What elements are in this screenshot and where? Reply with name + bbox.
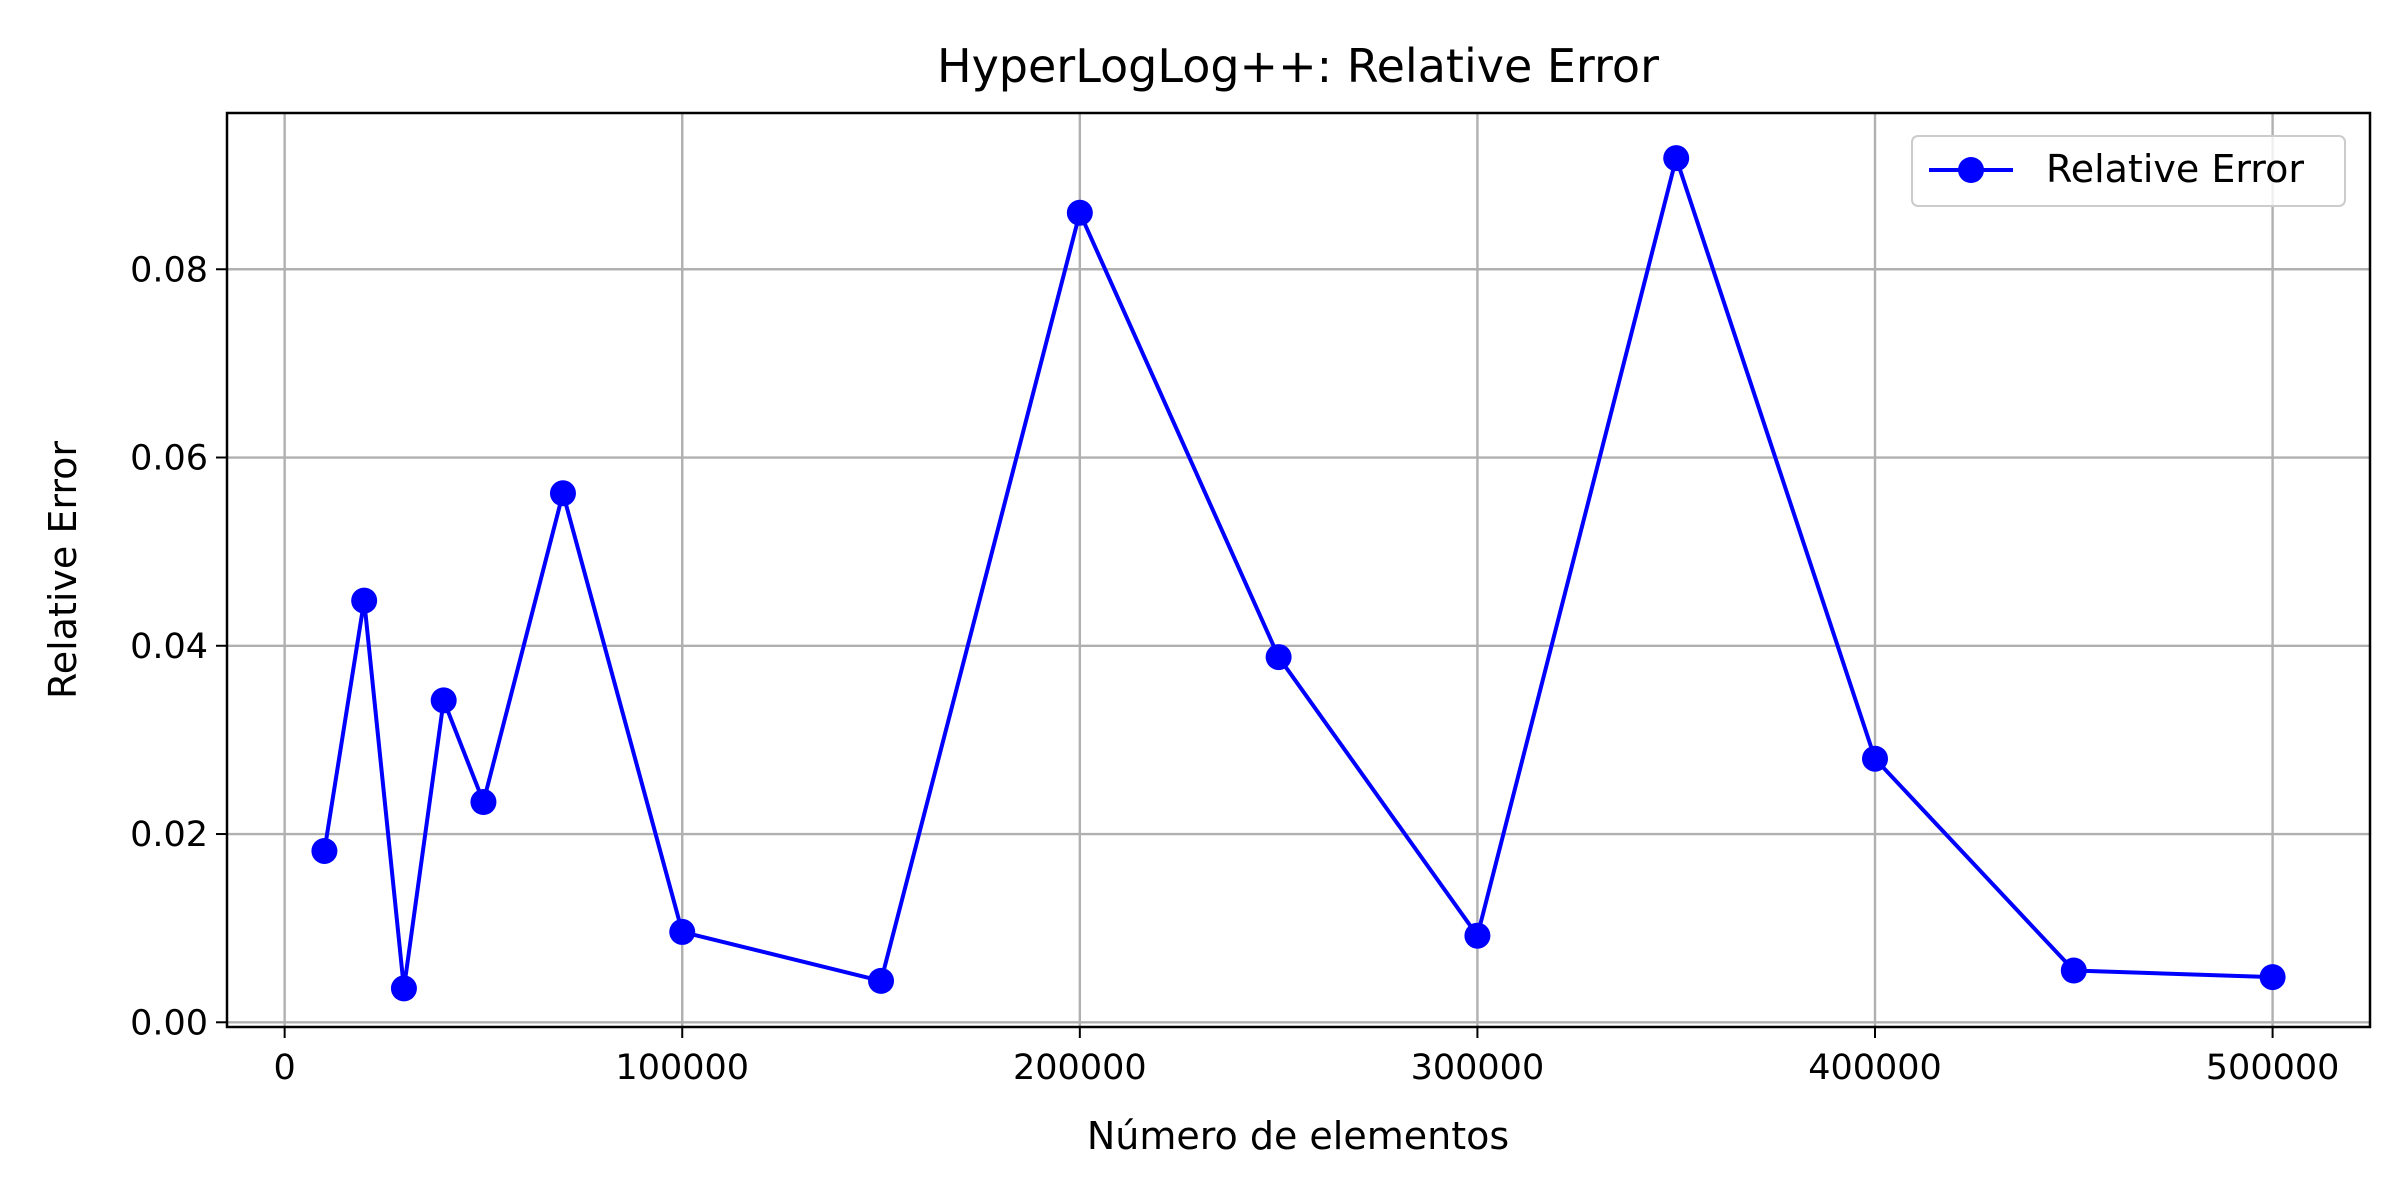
y-tick-label: 0.04 — [130, 627, 208, 667]
data-point — [868, 967, 895, 994]
legend-label: Relative Error — [2046, 147, 2304, 191]
x-tick-label: 300000 — [1411, 1048, 1545, 1088]
x-tick-label: 500000 — [2206, 1048, 2340, 1088]
data-point — [2060, 957, 2087, 984]
legend-box — [1911, 135, 2346, 207]
data-point — [390, 975, 417, 1002]
data-point — [1265, 644, 1292, 671]
data-point — [1663, 145, 1690, 172]
series-layer — [311, 145, 2286, 1002]
x-tick-label: 400000 — [1808, 1048, 1942, 1088]
grid — [227, 113, 2370, 1027]
plot-area-frame — [225, 111, 2372, 1029]
x-axis-title: Número de elementos — [1087, 1114, 1509, 1158]
data-point — [669, 918, 696, 945]
y-tick-label: 0.08 — [130, 250, 208, 290]
data-point — [1464, 922, 1491, 949]
x-tick-label: 100000 — [615, 1048, 749, 1088]
chart-title: HyperLogLog++: Relative Error — [937, 39, 1659, 93]
y-tick-label: 0.02 — [130, 815, 208, 855]
legend: Relative Error — [1911, 135, 2346, 207]
data-point — [549, 480, 576, 507]
data-point — [470, 789, 497, 816]
y-tick-label: 0.06 — [130, 439, 208, 479]
y-axis-title: Relative Error — [41, 441, 85, 699]
x-tick-label: 200000 — [1013, 1048, 1147, 1088]
y-axis: 0.00 0.02 0.04 0.06 0.08 — [130, 250, 227, 1043]
data-point — [2259, 964, 2286, 991]
legend-marker-swatch — [1958, 157, 1984, 183]
x-axis: 0 100000 200000 300000 400000 500000 — [274, 1027, 2340, 1088]
data-point — [1862, 745, 1889, 772]
data-point — [1066, 199, 1093, 226]
data-point — [430, 687, 457, 714]
x-tick-label: 0 — [274, 1048, 296, 1088]
data-point — [351, 587, 378, 614]
y-tick-label: 0.00 — [130, 1003, 208, 1043]
data-point — [311, 837, 338, 864]
